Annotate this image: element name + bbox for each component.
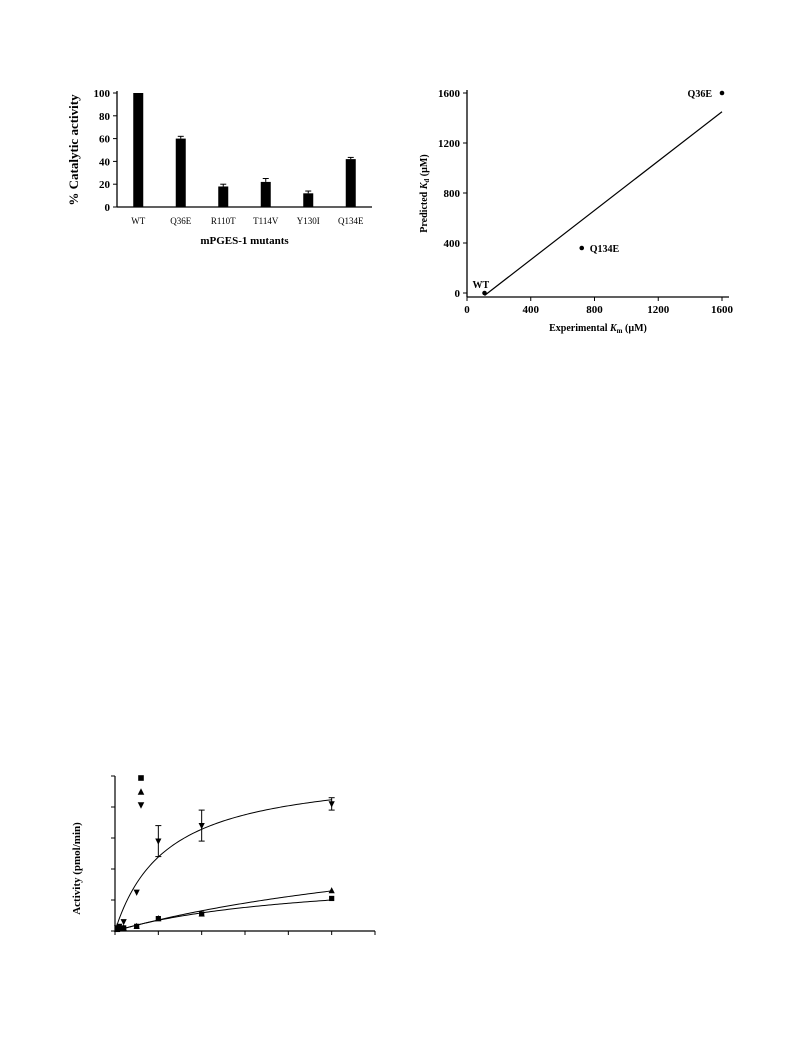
point-label: Q134E: [590, 244, 620, 255]
legend-marker-square: [138, 775, 144, 781]
data-point: [719, 90, 725, 96]
marker-square: [329, 895, 335, 902]
marker-triangle-up: [328, 887, 335, 894]
bar: [260, 181, 271, 207]
fit-curve: [114, 899, 332, 932]
x-tick-label: T114V: [253, 216, 279, 226]
marker-triangle-down: [116, 923, 123, 930]
point-label: WT: [473, 280, 490, 291]
kinetics-line-chart: Activity (pmol/min): [71, 775, 376, 935]
y-tick-label: 40: [99, 156, 111, 168]
y-axis-label-main: Predicted: [419, 189, 430, 232]
fit-curve: [114, 890, 332, 932]
y-tick-label: 80: [99, 111, 111, 123]
marker-triangle-up: [198, 910, 205, 917]
y-tick-label: 0: [105, 202, 111, 214]
point-label: Q36E: [688, 89, 713, 100]
x-axis-label: Experimental Km (µM): [549, 323, 647, 335]
x-tick-label: Y130I: [297, 216, 320, 226]
x-tick-label: 0: [464, 304, 470, 316]
x-tick-label: Q134E: [338, 216, 364, 226]
data-point: [482, 290, 487, 296]
x-tick-label: 400: [523, 304, 540, 316]
legend-marker-triangle-down: [137, 802, 145, 809]
y-tick-label: 1600: [438, 88, 461, 100]
marker-triangle-up: [155, 915, 162, 922]
data-point: [579, 245, 585, 251]
y-tick-label: 20: [99, 179, 111, 191]
y-axis-label-k: K: [419, 181, 430, 190]
marker-triangle-down: [155, 838, 162, 845]
y-axis-label: Activity (pmol/min): [71, 822, 83, 915]
marker-triangle-down: [120, 919, 127, 926]
x-axis-label-sub: m: [617, 327, 623, 335]
bar-chart-catalytic-activity: 0 20 40 60 80 100 WT Q36E R110T T114V Y130I Q134E mP…: [66, 88, 372, 247]
bar: [345, 159, 356, 207]
y-axis-label-sub: d: [423, 179, 431, 183]
y-tick-label: 800: [444, 188, 461, 200]
x-axis-label-k: K: [609, 323, 618, 334]
y-axis-label-unit: (µM): [419, 154, 430, 178]
y-axis-label: Predicted Kd (µM): [419, 154, 431, 232]
bar: [133, 93, 144, 207]
x-tick-label: WT: [131, 216, 145, 226]
x-tick-label: R110T: [211, 216, 236, 226]
marker-triangle-up: [120, 924, 127, 931]
legend-marker-triangle-up: [137, 788, 145, 795]
x-tick-label: Q36E: [170, 216, 191, 226]
marker-triangle-down: [328, 801, 335, 808]
y-tick-label: 1200: [438, 138, 461, 150]
x-axis-label-unit: (µM): [622, 323, 646, 334]
marker-triangle-up: [133, 922, 140, 929]
x-tick-label: 800: [586, 304, 603, 316]
bar: [218, 186, 229, 207]
x-tick-label: 1200: [647, 304, 670, 316]
x-tick-label: 1600: [711, 304, 734, 316]
scatter-predicted-vs-experimental: 0 400 800 1200 1600 0 400 800 1200 1600 WT Q134E Q36…: [419, 88, 734, 335]
y-axis-label: % Catalytic activity: [66, 94, 81, 206]
marker-triangle-down: [133, 889, 140, 896]
y-tick-label: 0: [455, 288, 461, 300]
bar: [303, 193, 314, 207]
y-tick-label: 60: [99, 134, 111, 146]
fit-line: [484, 111, 723, 296]
y-tick-label: 400: [444, 238, 461, 250]
fit-curve: [114, 799, 332, 932]
marker-triangle-down: [198, 823, 205, 830]
y-tick-label: 100: [94, 88, 111, 100]
bar: [175, 138, 186, 207]
x-axis-label: mPGES-1 mutants: [200, 235, 289, 247]
x-axis-label-main: Experimental: [549, 323, 610, 334]
